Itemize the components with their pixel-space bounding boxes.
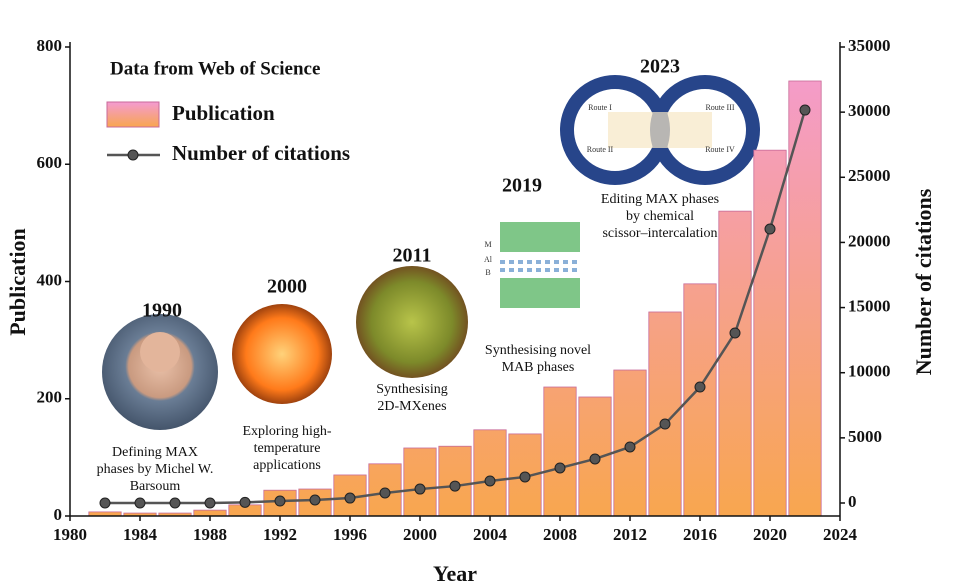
citation-marker [695,382,705,392]
x-tick-label: 1984 [123,525,158,544]
image-label: B [485,268,490,277]
citation-marker [135,498,145,508]
scissor-image [567,82,753,178]
milestone-caption: by chemical [626,209,694,224]
y2-tick-label: 10000 [848,362,891,381]
citation-marker [800,105,810,115]
citation-marker [380,488,390,498]
milestone-year: 1990 [142,300,182,322]
legend-swatch-marker [128,150,138,160]
bar [544,387,576,516]
x-tick-label: 2004 [473,525,508,544]
heater-image [232,304,332,404]
bar [194,510,226,516]
y2-tick-label: 30000 [848,101,891,120]
image-label: Route III [705,103,734,112]
milestone-caption: scissor–intercalation [602,226,717,241]
image-label: Al [484,255,493,264]
milestone-caption: Editing MAX phases [601,192,719,207]
citation-marker [660,419,670,429]
y2-tick-label: 20000 [848,231,891,250]
milestone-caption: Exploring high- [242,424,331,439]
y-tick-label: 400 [37,270,63,289]
milestone-year: 2019 [502,175,542,197]
x-tick-label: 2020 [753,525,787,544]
citation-marker [765,224,775,234]
citation-marker [555,463,565,473]
x-tick-label: 2016 [683,525,717,544]
citation-marker [450,481,460,491]
milestone-year: 2023 [640,56,680,78]
citation-marker [485,476,495,486]
milestone-caption: temperature [254,441,321,456]
bar [649,312,681,516]
y2-tick-label: 5000 [848,427,882,446]
x-axis-title: Year [433,561,477,586]
citation-marker [520,472,530,482]
y2-axis-title: Number of citations [911,188,936,375]
legend-label: Publication [172,101,275,125]
x-tick-label: 1988 [193,525,227,544]
y2-tick-label: 35000 [848,36,891,55]
y-tick-label: 800 [37,36,63,55]
citation-marker [415,484,425,494]
y-tick-label: 0 [54,505,63,524]
milestone-caption: 2D-MXenes [377,399,446,414]
x-tick-label: 2008 [543,525,577,544]
citation-marker [730,328,740,338]
citation-marker [205,498,215,508]
y-axis-title: Publication [5,228,30,336]
mab-structure-image [500,222,580,308]
citation-marker [345,493,355,503]
bar [719,211,751,516]
x-tick-label: 2024 [823,525,858,544]
milestone-caption: Synthesising novel [485,343,591,358]
milestone-caption: Barsoum [130,479,181,494]
image-label: Route II [587,145,614,154]
citation-marker [100,498,110,508]
y-tick-label: 600 [37,153,63,172]
image-label: Route I [588,103,612,112]
milestone-caption: applications [253,458,321,473]
milestone-caption: MAB phases [502,360,575,375]
bar [754,150,786,516]
image-label: Route IV [705,145,735,154]
milestone-caption: Synthesising [376,382,448,397]
citation-marker [310,495,320,505]
milestone-year: 2011 [393,245,432,267]
x-tick-label: 2012 [613,525,647,544]
bar [404,448,436,516]
citation-marker [590,454,600,464]
milestone-year: 2000 [267,276,307,298]
x-tick-label: 2000 [403,525,437,544]
legend-swatch-bar [107,102,159,127]
y-tick-label: 200 [37,388,63,407]
x-tick-label: 1980 [53,525,87,544]
x-tick-label: 1996 [333,525,367,544]
y2-tick-label: 0 [848,492,857,511]
mxene-image [356,266,468,378]
milestone-caption: Defining MAX [112,445,198,460]
bar [474,430,506,516]
portrait-face [140,332,180,372]
legend-title: Data from Web of Science [110,58,320,79]
citation-marker [170,498,180,508]
milestone-caption: phases by Michel W. [97,462,214,477]
y2-tick-label: 15000 [848,296,891,315]
citation-marker [625,442,635,452]
y2-tick-label: 25000 [848,166,891,185]
legend-label: Number of citations [172,141,350,165]
x-tick-label: 1992 [263,525,297,544]
image-label: M [484,240,491,249]
citation-marker [275,496,285,506]
citation-marker [240,497,250,507]
chart: 0 200 400 600 800 0 5000 10000 15000 20000 25000 30… [0,0,955,587]
